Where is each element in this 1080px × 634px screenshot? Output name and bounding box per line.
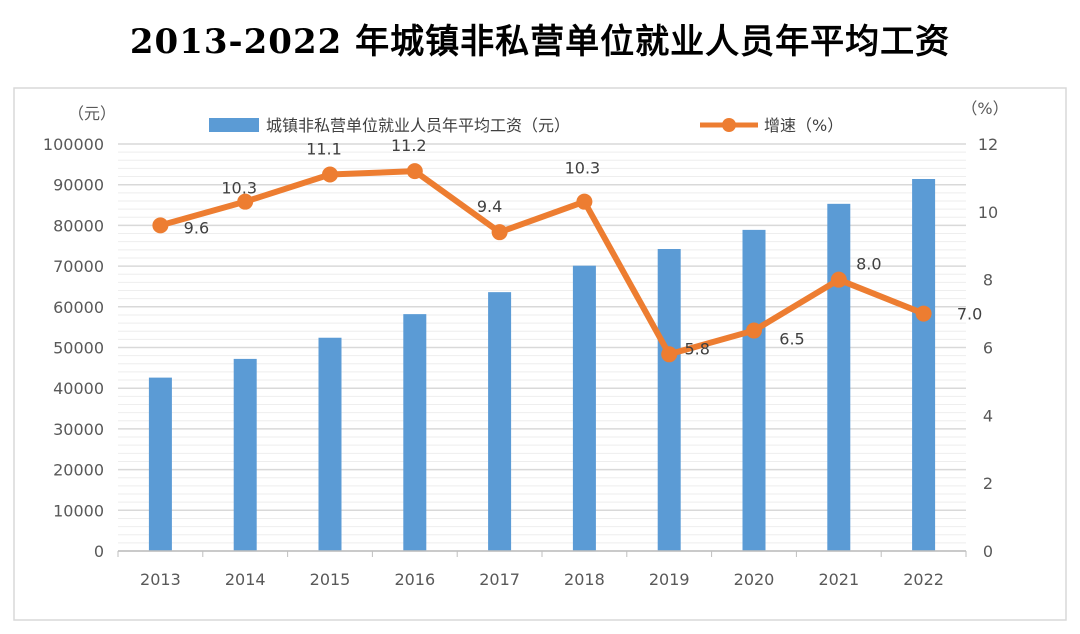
left-axis-tick: 90000 [53,176,104,195]
data-label: 9.4 [477,197,502,216]
bar [912,179,936,551]
x-axis-tick: 2021 [818,570,859,589]
legend-bar-swatch [209,118,259,132]
growth-marker [152,217,169,234]
bar [742,229,766,551]
bar [148,377,172,551]
right-axis-tick: 0 [983,542,993,561]
x-axis-tick: 2015 [310,570,351,589]
left-axis-tick: 50000 [53,339,104,358]
data-label: 6.5 [779,330,804,349]
x-axis-tick: 2022 [903,570,944,589]
growth-line [159,168,925,358]
x-axis-tick: 2016 [394,570,435,589]
bar [488,292,512,551]
left-axis-tick: 0 [94,542,104,561]
growth-marker [746,322,762,339]
chart-title: 2013-2022 年城镇非私营单位就业人员年平均工资 [129,22,951,62]
growth-marker [830,271,847,288]
legend: 城镇非私营单位就业人员年平均工资（元） 增速（%） [209,116,843,135]
x-axis-tick: 2014 [225,570,266,589]
growth-marker [661,346,678,363]
left-axis-tick: 10000 [53,501,104,520]
growth-marker [576,193,593,210]
legend-line-label: 增速（%） [764,116,843,135]
data-label: 5.8 [684,339,709,358]
left-axis-tick: 100000 [43,135,104,154]
x-axis-tick: 2020 [734,570,775,589]
legend-bar-label: 城镇非私营单位就业人员年平均工资（元） [266,116,570,135]
bar [827,203,851,552]
right-axis-tick: 10 [978,203,998,222]
bar [233,358,257,551]
growth-marker [915,305,932,322]
x-axis-tick: 2017 [479,570,520,589]
growth-marker [406,163,423,180]
bar [572,265,596,551]
right-axis-tick: 4 [983,406,993,425]
bar [318,337,342,551]
left-axis-tick: 80000 [53,216,104,235]
left-axis-tick: 70000 [53,257,104,276]
bar [657,249,681,552]
left-axis-tick: 30000 [53,420,104,439]
right-axis-tick: 12 [978,135,998,154]
left-axis-tick: 40000 [53,379,104,398]
left-axis-unit: （元） [68,104,116,123]
left-axis-tick: 20000 [53,461,104,480]
data-label: 11.1 [306,140,342,159]
data-label: 7.0 [957,305,982,324]
data-label: 9.6 [184,218,209,237]
x-axis-tick: 2019 [649,570,690,589]
growth-marker [322,166,338,183]
x-axis-tick: 2018 [564,570,605,589]
right-axis-tick: 2 [983,474,993,493]
x-axis-tick: 2013 [140,570,181,589]
data-label: 8.0 [856,255,881,274]
right-axis-unit: （%） [961,99,1008,118]
data-label: 11.2 [391,136,427,155]
legend-line-marker [722,118,736,132]
data-label: 10.3 [221,179,257,198]
growth-marker [237,193,254,210]
right-axis-tick: 6 [983,339,993,358]
left-axis-tick: 60000 [53,298,104,317]
growth-marker [491,224,508,241]
bar [403,314,427,551]
right-axis-tick: 8 [983,271,993,290]
data-label: 10.3 [565,159,601,178]
